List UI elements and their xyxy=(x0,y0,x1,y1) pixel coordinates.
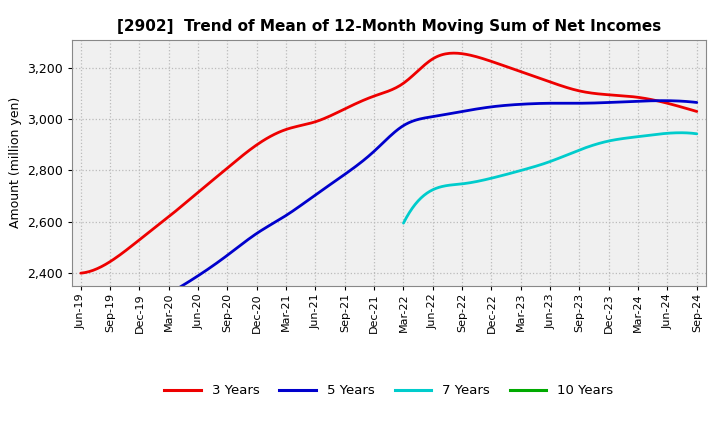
Y-axis label: Amount (million yen): Amount (million yen) xyxy=(9,97,22,228)
Legend: 3 Years, 5 Years, 7 Years, 10 Years: 3 Years, 5 Years, 7 Years, 10 Years xyxy=(159,379,618,403)
Title: [2902]  Trend of Mean of 12-Month Moving Sum of Net Incomes: [2902] Trend of Mean of 12-Month Moving … xyxy=(117,19,661,34)
